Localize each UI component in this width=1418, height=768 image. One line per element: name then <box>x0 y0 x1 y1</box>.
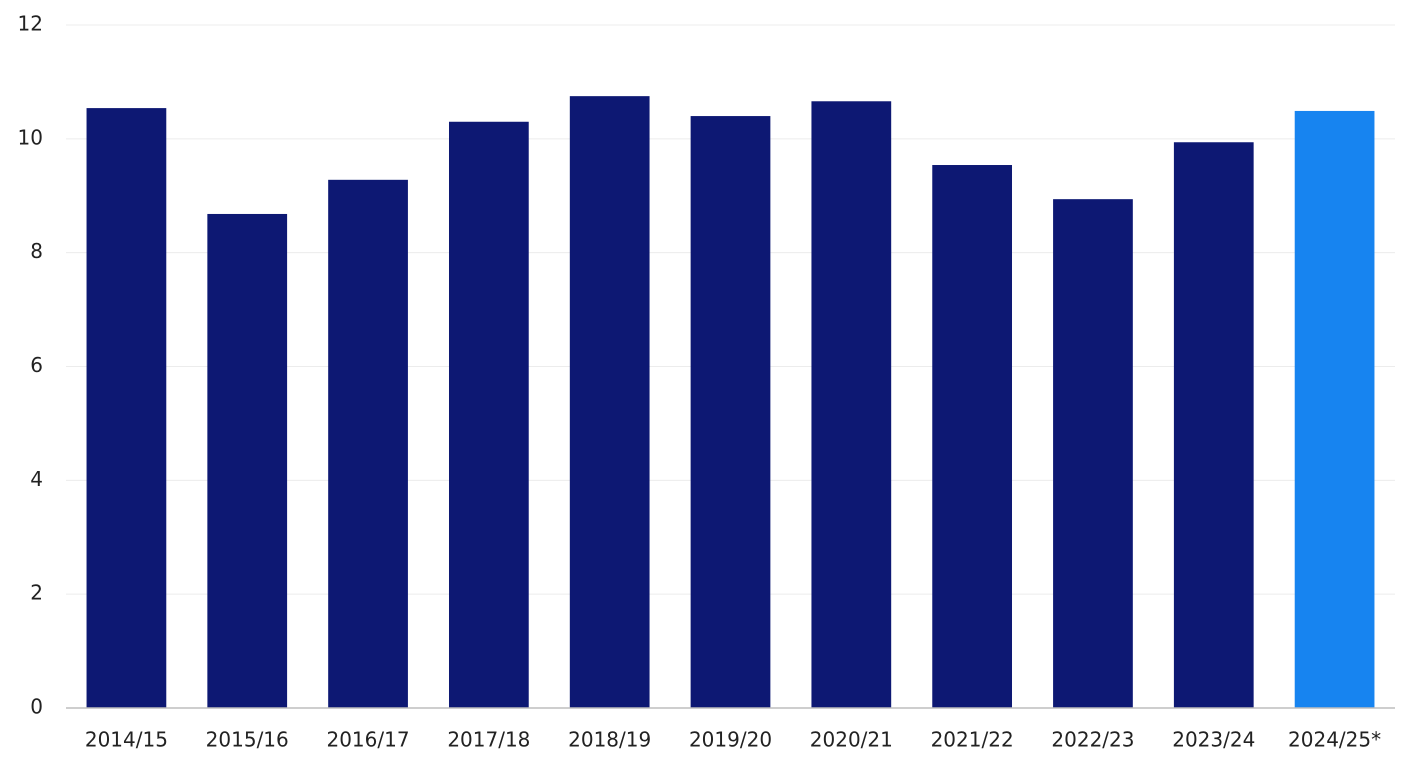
bar <box>1173 142 1254 708</box>
x-tick-label: 2020/21 <box>810 728 893 752</box>
x-tick-label: 2019/20 <box>689 728 772 752</box>
y-tick-label: 10 <box>18 125 43 149</box>
y-tick-label: 0 <box>30 695 43 719</box>
bar <box>1053 199 1133 709</box>
x-tick-label: 2017/18 <box>447 728 530 752</box>
x-tick-label: 2021/22 <box>931 728 1014 752</box>
y-tick-label: 8 <box>30 239 43 263</box>
bar <box>448 121 529 709</box>
y-tick-label: 4 <box>30 467 43 491</box>
bar <box>328 179 408 708</box>
bar <box>86 108 167 709</box>
bar <box>690 116 771 709</box>
x-tick-label: 2023/24 <box>1172 728 1255 752</box>
x-tick-label: 2018/19 <box>568 728 651 752</box>
y-tick-label: 2 <box>30 581 43 605</box>
x-tick-label: 2022/23 <box>1051 728 1134 752</box>
x-tick-label: 2016/17 <box>326 728 409 752</box>
bar <box>207 213 288 709</box>
y-tick-label: 6 <box>30 353 43 377</box>
bar <box>932 165 1013 708</box>
bar <box>569 96 650 709</box>
y-tick-label: 12 <box>18 12 43 36</box>
x-tick-label: 2015/16 <box>206 728 289 752</box>
x-tick-label: 2014/15 <box>85 728 168 752</box>
bar <box>1294 110 1375 709</box>
bar <box>811 101 892 709</box>
x-tick-label: 2024/25* <box>1288 728 1381 752</box>
